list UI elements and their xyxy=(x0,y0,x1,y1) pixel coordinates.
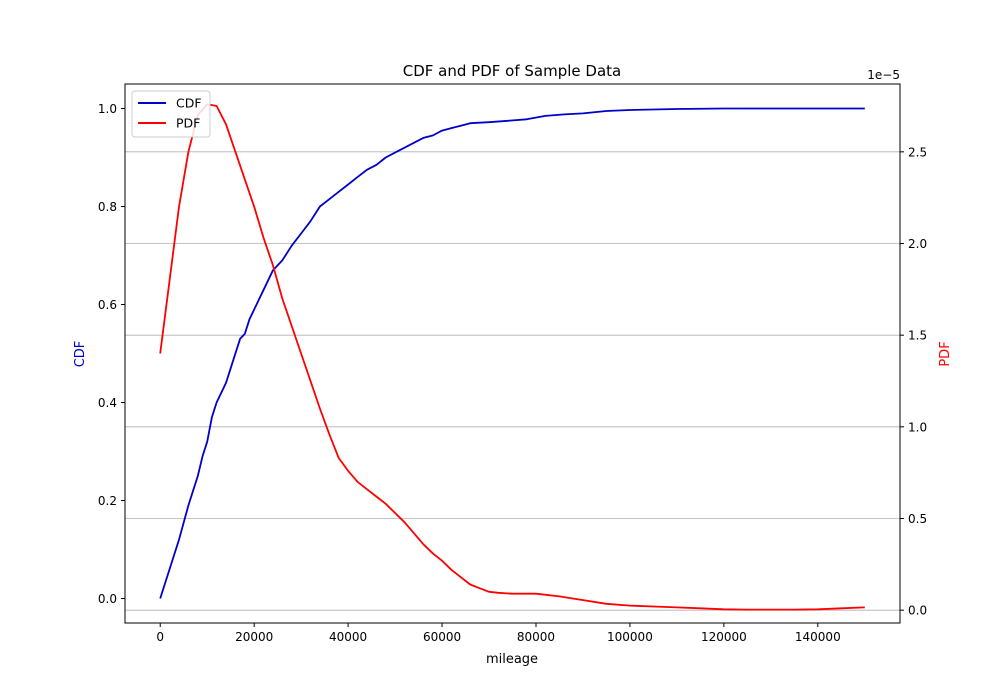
x-tick-label-1: 20000 xyxy=(235,630,273,644)
legend-cdf-label: CDF xyxy=(176,96,202,111)
left-y-tick-label-5: 1.0 xyxy=(98,102,117,116)
series-layer xyxy=(159,103,865,611)
series-line-cdf xyxy=(159,107,865,599)
left-y-tick-label-2: 0.4 xyxy=(98,396,117,410)
right-y-tick-label-3: 1.5 xyxy=(908,329,927,343)
x-tick-label-5: 100000 xyxy=(607,630,653,644)
x-axis-label: mileage xyxy=(486,652,538,667)
legend-pdf-label: PDF xyxy=(176,116,200,131)
x-tick-label-6: 120000 xyxy=(701,630,747,644)
right-y-tick-label-2: 1.0 xyxy=(908,420,927,434)
x-tick-label-3: 60000 xyxy=(423,630,461,644)
right-y-tick-label-1: 0.5 xyxy=(908,512,927,526)
left-y-tick-label-0: 0.0 xyxy=(98,592,117,606)
right-axis-offset-text: 1e−5 xyxy=(867,68,900,82)
legend: CDF PDF xyxy=(131,90,211,138)
series-line-pdf xyxy=(159,103,865,611)
left-y-axis: 0.0 0.2 0.4 0.6 0.8 1.0 xyxy=(98,102,125,606)
x-axis: 0 20000 40000 60000 80000 100000 120000 140000 xyxy=(156,623,841,644)
right-y-axis: 0.0 0.5 1.0 1.5 2.0 2.5 xyxy=(900,145,927,618)
left-y-tick-label-3: 0.6 xyxy=(98,298,117,312)
x-tick-label-0: 0 xyxy=(156,630,164,644)
left-y-tick-label-4: 0.8 xyxy=(98,200,117,214)
grid-lines xyxy=(125,151,900,611)
x-tick-label-4: 80000 xyxy=(517,630,555,644)
right-y-axis-label: PDF xyxy=(938,341,953,366)
left-y-tick-label-1: 0.2 xyxy=(98,494,117,508)
x-tick-label-7: 140000 xyxy=(795,630,841,644)
chart-title: CDF and PDF of Sample Data xyxy=(403,62,621,80)
right-y-tick-label-0: 0.0 xyxy=(908,604,927,618)
left-y-axis-label: CDF xyxy=(73,341,88,368)
right-y-tick-label-5: 2.5 xyxy=(908,145,927,159)
right-y-tick-label-4: 2.0 xyxy=(908,237,927,251)
plot-area-frame xyxy=(124,83,901,624)
x-tick-label-2: 40000 xyxy=(329,630,367,644)
